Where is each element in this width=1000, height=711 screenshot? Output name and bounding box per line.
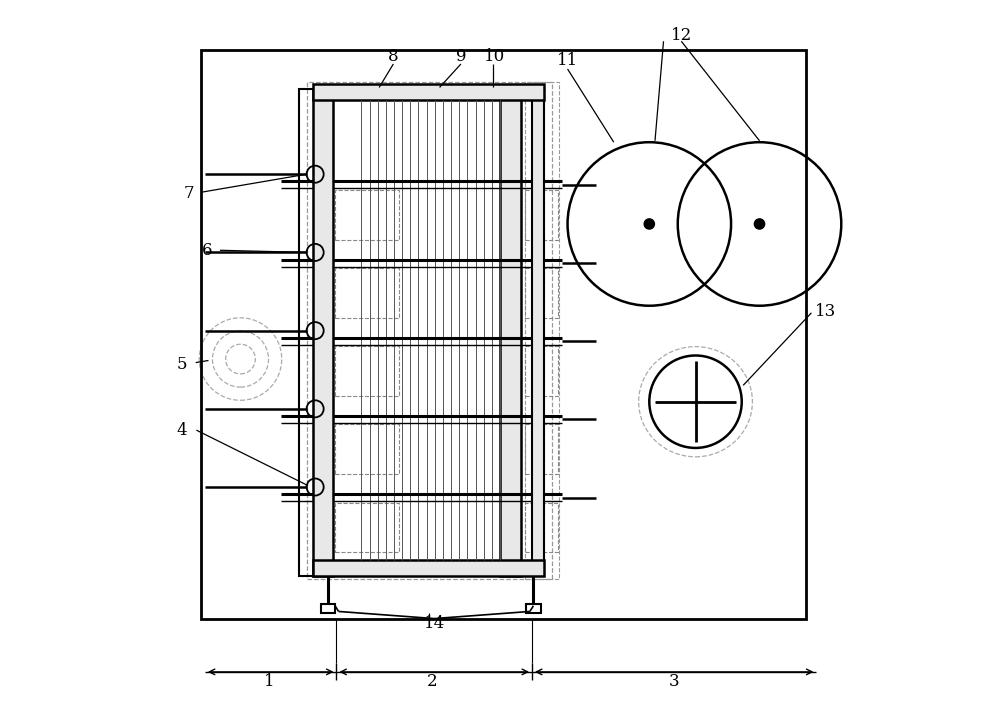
Text: 5: 5 [176,356,187,373]
Bar [532,89,544,576]
Bar [335,346,399,396]
Bar [321,604,335,613]
Bar [201,50,806,619]
Text: 2: 2 [427,673,438,690]
Text: 7: 7 [183,185,194,202]
Text: 6: 6 [202,242,212,259]
Bar [335,424,399,474]
Bar [500,89,521,576]
Bar [525,82,559,579]
Bar [335,190,399,240]
Text: 12: 12 [671,27,692,44]
Bar [313,560,544,576]
Bar [525,346,558,396]
Bar [313,84,544,100]
Bar [525,503,558,552]
Text: 13: 13 [815,303,836,320]
Bar [313,89,333,576]
Circle shape [755,219,764,229]
Text: 9: 9 [456,48,466,65]
Text: 4: 4 [176,422,187,439]
Text: 10: 10 [484,48,505,65]
Text: 11: 11 [557,52,578,69]
Text: 8: 8 [388,48,399,65]
Bar [307,82,552,579]
Bar [335,503,399,552]
Bar [525,190,558,240]
Circle shape [644,219,654,229]
Bar [525,268,558,318]
Bar [299,89,314,576]
Bar [526,604,541,613]
Bar [525,424,558,474]
Text: 14: 14 [424,615,445,632]
Text: 1: 1 [264,673,274,690]
Bar [335,268,399,318]
Text: 3: 3 [669,673,680,690]
